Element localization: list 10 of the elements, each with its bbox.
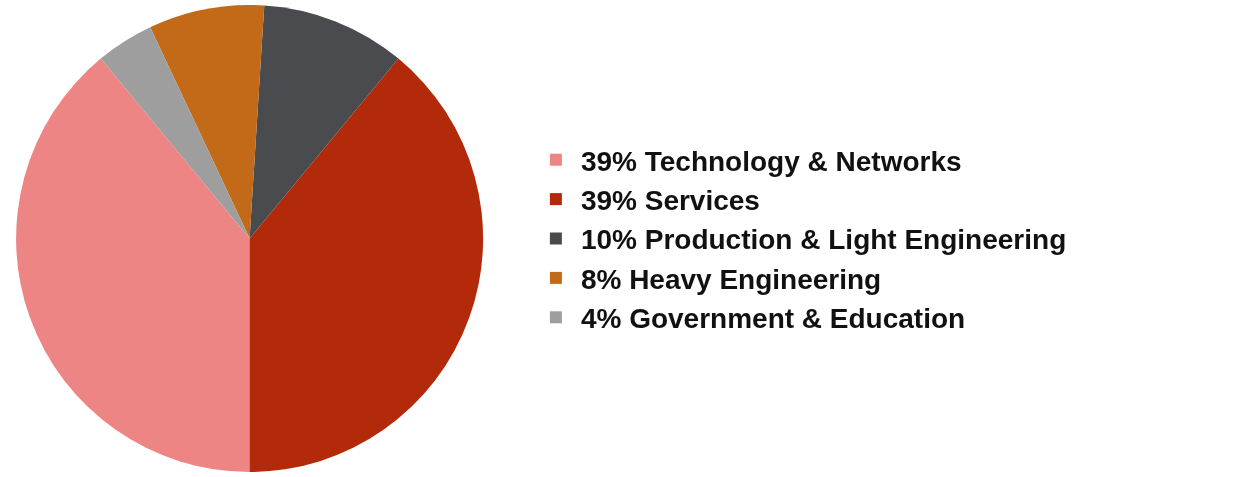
legend-label: 4% Government & Education [580,303,966,335]
pie-slice [16,58,250,472]
pie-slice [249,5,399,239]
pie-slice [100,27,250,239]
pie-slice [150,5,265,239]
legend-label: 10% Production & Light Engineering [580,224,1067,256]
legend-label: 39% Technology & Networks [580,145,962,177]
legend-label: 39% Services [580,185,760,217]
legend-label: 8% Heavy Engineering [580,263,882,295]
pie-slice [249,58,484,472]
